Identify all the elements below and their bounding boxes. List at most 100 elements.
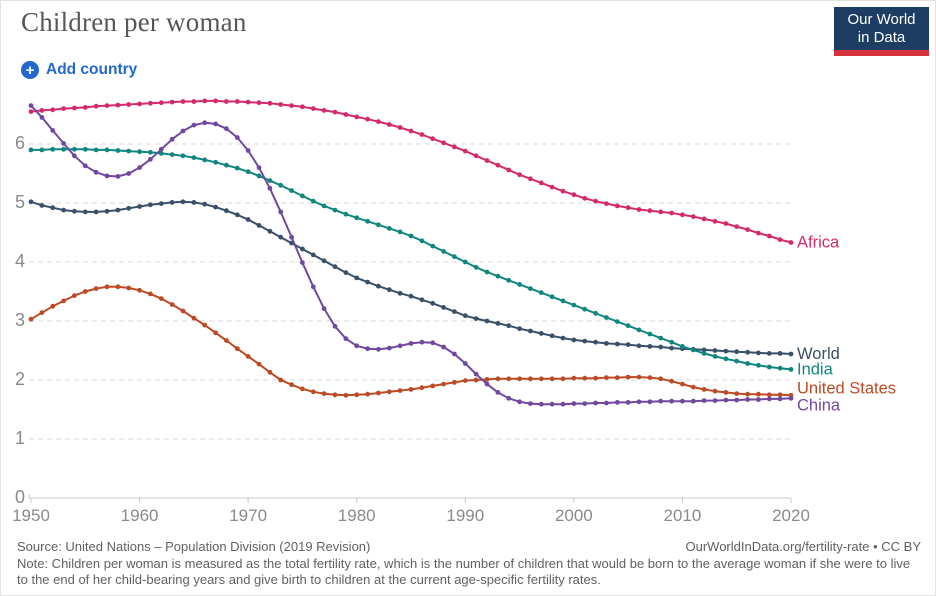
data-point [658,398,664,404]
add-country-label: Add country [46,61,138,78]
data-point [441,140,446,146]
data-point [397,125,403,130]
data-point [343,270,349,275]
data-point [766,392,772,398]
data-point [723,356,729,362]
data-point [158,100,164,106]
y-tick-label-6: 6 [15,133,25,153]
add-country-button[interactable]: + Add country [17,59,141,81]
data-point [766,233,772,239]
x-tick-label-1990: 1990 [446,506,484,525]
data-point [582,375,588,381]
data-point [528,286,533,291]
data-point [430,300,436,306]
data-point [734,391,740,396]
data-point [723,390,729,395]
data-point [614,375,620,380]
data-point [593,375,598,381]
data-point [658,376,664,382]
series-end-label: India [797,360,834,378]
data-point [582,338,588,344]
data-point [788,351,794,357]
data-point [766,351,772,356]
data-point [528,176,533,182]
data-point [506,277,512,283]
data-point [571,302,577,308]
data-point [604,341,609,346]
data-point [126,148,132,154]
data-point [712,348,718,353]
data-point [72,146,77,152]
y-tick-label-0: 0 [15,487,25,507]
chart-footer: Source: United Nations – Population Divi… [17,539,921,589]
data-point [777,392,783,398]
data-point [169,99,175,105]
data-point [354,343,360,349]
data-point [234,212,240,218]
data-point [647,375,653,380]
data-point [495,390,501,395]
data-point [723,397,729,403]
data-point [777,351,783,356]
fertility-chart[interactable]: 1950 1960 1970 1980 1990 2000 2010 2020 0 1 2 3 4 5 6 A… [1,1,936,537]
data-point [669,378,674,384]
x-tick-label-1960: 1960 [121,506,159,525]
data-point [202,120,208,126]
data-point [278,182,284,188]
data-point [50,303,56,309]
y-tick-label-1: 1 [15,428,25,448]
data-point [788,395,794,401]
data-point [267,228,273,234]
data-point [734,358,740,364]
data-point [430,383,436,389]
data-point [115,148,121,153]
data-point [604,315,609,320]
data-point [756,362,761,368]
data-point [788,367,794,372]
data-point [332,264,338,270]
data-point [452,144,457,150]
data-point [473,264,479,270]
data-point [267,185,273,191]
y-tick-label-2: 2 [15,369,25,389]
data-point [28,199,34,205]
data-point [224,162,229,168]
data-point [115,174,121,179]
data-point [245,99,251,105]
data-point [180,308,186,314]
data-point [419,339,425,345]
data-point [158,151,164,156]
data-point [495,376,501,382]
data-point [701,347,707,353]
data-point [39,203,45,208]
data-point [82,105,88,110]
data-point [202,201,208,207]
data-point [734,224,740,230]
data-point [169,136,175,142]
data-point [28,109,34,114]
data-point [690,398,696,404]
data-point [560,401,566,407]
data-point [93,147,99,153]
data-point [50,205,56,211]
data-point [669,398,674,404]
data-point [712,218,718,224]
data-point [484,318,490,324]
owid-logo-line2: in Data [857,29,906,46]
data-point [289,188,294,194]
data-point [256,100,262,106]
data-point [419,385,425,391]
data-point [386,226,392,231]
data-point [680,344,685,349]
data-point [614,319,620,324]
data-point [278,234,284,240]
data-point [419,132,425,138]
data-point [115,207,121,213]
data-point [647,399,653,405]
owid-logo[interactable]: Our World in Data [834,7,929,56]
data-point [148,291,153,297]
data-point [690,384,696,390]
data-point [636,399,642,405]
data-point [82,163,88,169]
data-point [701,387,707,392]
